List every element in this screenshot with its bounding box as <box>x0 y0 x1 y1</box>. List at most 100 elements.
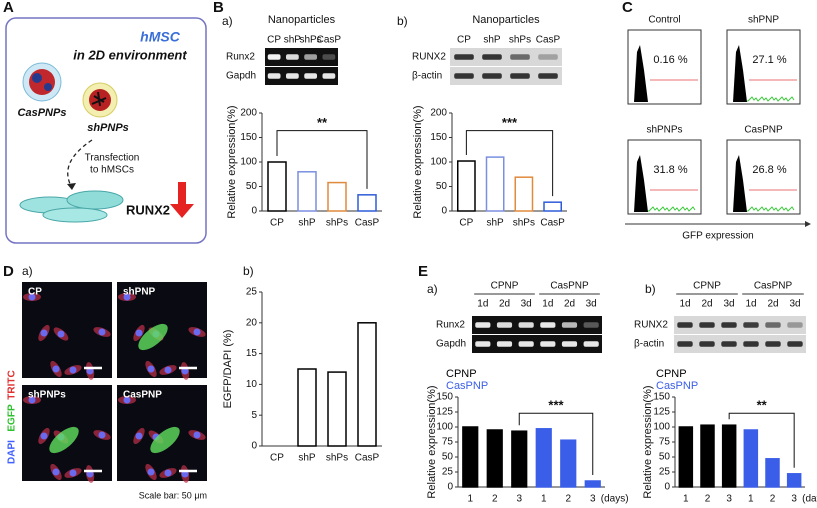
subpanel-label: b) <box>645 282 656 296</box>
y-tick-label: 15 <box>246 348 258 359</box>
nucleus <box>69 469 77 477</box>
flow-title: CasPNP <box>744 125 783 136</box>
micrograph-label: CP <box>28 287 42 298</box>
gel-row-label: RUNX2 <box>634 320 668 331</box>
bar <box>511 430 528 488</box>
panel-label: C <box>622 0 633 16</box>
nucleus <box>28 293 36 301</box>
gel-row-label: β-actin <box>634 339 664 350</box>
gel-group: CPNP <box>693 281 721 292</box>
flow-percent: 0.16 % <box>653 54 687 66</box>
y-tick-label: 50 <box>442 452 454 463</box>
significance-bracket <box>276 130 368 189</box>
cell <box>66 190 124 210</box>
x-tick-label: CP <box>270 218 284 229</box>
nucleus <box>123 293 131 301</box>
gel-strip <box>450 48 562 66</box>
gel-band <box>787 322 803 328</box>
gel-row-label: Runx2 <box>226 52 255 63</box>
bar <box>535 428 552 488</box>
schematic-title: hMSC <box>140 29 181 45</box>
flow-percent: 26.8 % <box>752 164 786 176</box>
gel-lane: shPs <box>300 35 322 46</box>
significance-bracket <box>728 412 795 468</box>
gel-band <box>540 341 556 347</box>
significance-bracket <box>518 412 594 475</box>
y-tick-label: 100 <box>430 157 447 168</box>
nucleus <box>40 329 48 337</box>
x-tick-label: 1 <box>683 494 689 505</box>
bar <box>678 426 694 488</box>
x-tick-label: 1 <box>541 494 547 505</box>
cell <box>42 207 108 223</box>
legend-entry: CasPNP <box>656 380 698 392</box>
gel-band <box>561 322 578 328</box>
x-tick-label: 1 <box>467 494 473 505</box>
bar <box>457 160 476 212</box>
y-tick-label: 25 <box>246 287 258 298</box>
gel-lane: shP <box>483 35 501 46</box>
gel-strip <box>674 316 806 334</box>
gel-lane: CP <box>457 35 471 46</box>
shp-rna <box>91 91 107 107</box>
gel-band <box>475 322 491 328</box>
step-text: to hMSCs <box>90 165 134 176</box>
gel-band <box>267 73 281 79</box>
bar <box>327 371 347 447</box>
flow-percent: 31.8 % <box>653 164 687 176</box>
gel-band <box>677 322 693 328</box>
significance-label: *** <box>502 115 518 130</box>
legend-entry: CasPNP <box>446 380 488 392</box>
gel-band <box>285 54 299 60</box>
bar <box>543 201 562 212</box>
bar <box>297 171 317 212</box>
y-tick-label: 25 <box>659 467 671 478</box>
gel-band <box>699 341 715 347</box>
gel-lane: shPs <box>509 35 531 46</box>
gel-row-label: Runx2 <box>436 320 465 331</box>
bar <box>584 480 601 488</box>
significance-label: ** <box>757 398 768 413</box>
flow-title: shPNP <box>748 15 779 26</box>
nucleus <box>193 328 201 336</box>
nucleus <box>40 432 48 440</box>
gel-band <box>743 341 759 347</box>
x-tick-label: CP <box>270 453 284 464</box>
y-axis-label: Relative expression(%) <box>426 385 438 498</box>
y-tick-label: 50 <box>246 181 258 192</box>
y-tick-label: 0 <box>664 482 670 493</box>
bar <box>486 429 503 488</box>
significance-label: ** <box>317 115 328 130</box>
subpanel-label: a) <box>427 282 438 296</box>
gel-band <box>765 341 781 347</box>
y-tick-label: 0 <box>447 482 453 493</box>
gel-band <box>322 54 336 60</box>
gel-band <box>496 341 513 347</box>
nucleus <box>52 468 60 476</box>
y-tick-label: 150 <box>430 132 447 143</box>
gel-band <box>721 341 737 347</box>
casp-core <box>29 69 55 95</box>
gel-lane: 3d <box>586 299 597 310</box>
x-tick-label: 3 <box>516 494 522 505</box>
y-axis-label: EGFP/DAPI (%) <box>222 330 234 409</box>
gel-lane: 2d <box>701 299 712 310</box>
bar <box>462 426 479 488</box>
gel-group: CasPNP <box>550 281 589 292</box>
y-tick-label: 200 <box>430 108 447 119</box>
gel-lane: 2d <box>767 299 778 310</box>
y-tick-label: 125 <box>653 407 670 418</box>
x-unit: (days) <box>802 494 817 505</box>
flow-tail <box>747 96 795 102</box>
gel-lane: CasP <box>536 35 561 46</box>
gel-band <box>482 73 502 79</box>
bar <box>357 322 377 447</box>
gel-group: CPNP <box>491 281 519 292</box>
gel-band <box>538 73 558 79</box>
y-tick-label: 125 <box>436 407 453 418</box>
gel-band <box>540 322 556 328</box>
gel-group: CasPNP <box>754 281 793 292</box>
y-tick-label: 100 <box>436 422 453 433</box>
y-tick-label: 50 <box>436 181 448 192</box>
